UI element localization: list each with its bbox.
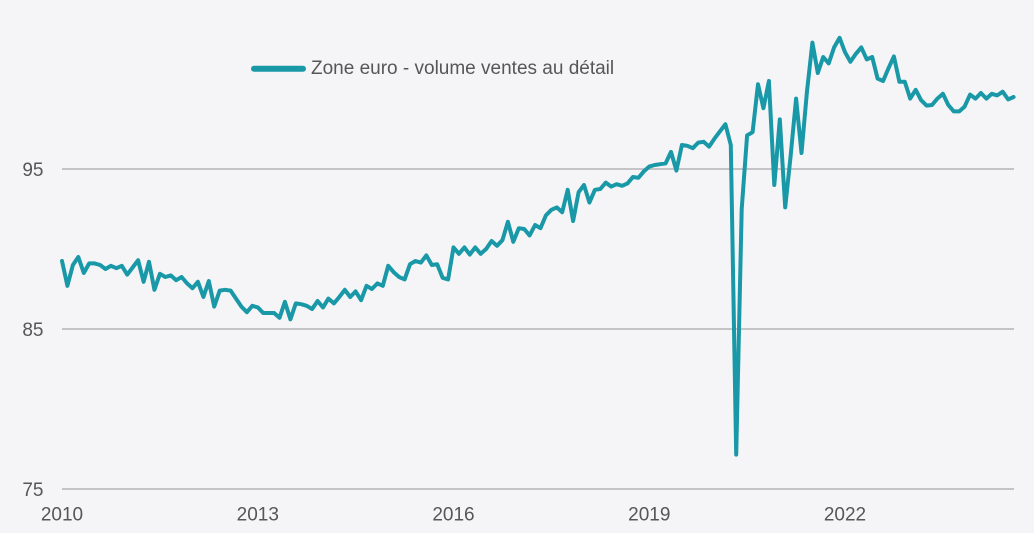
svg-text:2019: 2019 [628,504,670,525]
svg-text:2016: 2016 [432,504,474,525]
svg-text:85: 85 [22,320,43,341]
svg-text:2010: 2010 [41,504,83,525]
svg-text:Zone euro - volume ventes au d: Zone euro - volume ventes au détail [311,58,614,79]
svg-text:2022: 2022 [824,504,866,525]
svg-text:2013: 2013 [237,504,279,525]
svg-text:95: 95 [22,160,43,181]
svg-text:75: 75 [22,480,43,501]
